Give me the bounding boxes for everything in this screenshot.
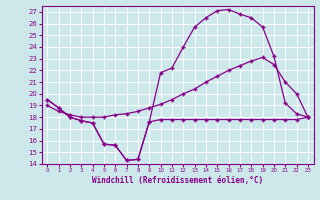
X-axis label: Windchill (Refroidissement éolien,°C): Windchill (Refroidissement éolien,°C) xyxy=(92,176,263,185)
